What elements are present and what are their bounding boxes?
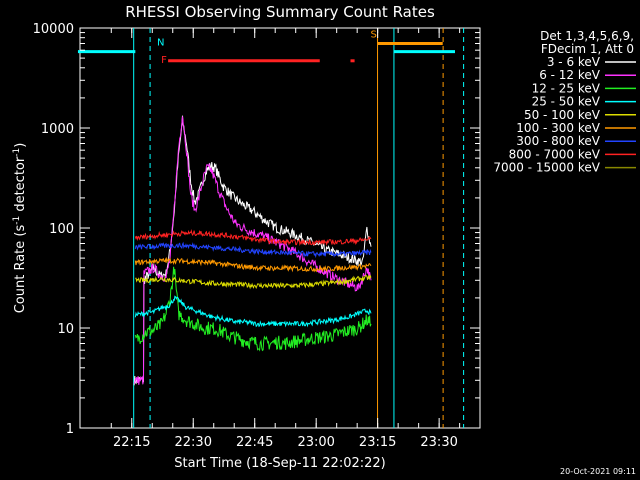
x-tick-label: 23:00 — [297, 435, 334, 450]
series-line-800-7000-kev — [134, 229, 372, 247]
y-tick-label: 100 — [49, 222, 74, 237]
x-tick-label: 22:30 — [175, 435, 212, 450]
flag-label-f: F — [161, 55, 167, 66]
x-tick-label: 23:15 — [359, 435, 396, 450]
series-line-300-800-kev — [134, 241, 372, 259]
legend-label: 100 - 300 keV — [516, 121, 600, 135]
flag-label-s: S — [371, 29, 377, 40]
legend-label: 25 - 50 keV — [532, 95, 601, 109]
series-line-50-100-kev — [135, 274, 372, 290]
legend-label: 7000 - 15000 keV — [493, 161, 600, 175]
flag-label-n: N — [157, 38, 164, 49]
legend-label: 3 - 6 keV — [547, 55, 601, 69]
footer-timestamp: 20-Oct-2021 09:11 — [560, 467, 636, 476]
legend: Det 1,3,4,5,6,9, FDecim 1, Att 0 3 - 6 k… — [493, 29, 636, 175]
x-axis-label: Start Time (18-Sep-11 22:02:22) — [174, 456, 385, 471]
y-axis-label-main: Count Rate (s — [13, 225, 28, 314]
series-line-12-25-kev — [134, 266, 372, 352]
series-line-6-12-kev — [133, 116, 372, 385]
y-axis-label-end: ) — [13, 143, 28, 148]
y-tick-label: 10 — [57, 322, 74, 337]
legend-label: 6 - 12 keV — [539, 68, 601, 82]
series-line-25-50-kev — [134, 295, 372, 328]
y-tick-label: 10000 — [33, 22, 74, 37]
x-tick-label: 23:30 — [420, 435, 457, 450]
legend-label: 12 - 25 keV — [532, 81, 601, 95]
series-line-100-300-kev — [134, 256, 372, 273]
legend-label: 300 - 800 keV — [516, 134, 600, 148]
y-axis-label-sup2: -1 — [12, 148, 22, 157]
y-tick-label: 1000 — [41, 122, 74, 137]
plot-area: NF S 22:15 22:30 22:45 23:00 23:15 23:30 1 10 10… — [33, 22, 481, 450]
y-tick-label: 1 — [66, 422, 74, 437]
legend-header-line-2: FDecim 1, Att 0 — [541, 42, 634, 56]
legend-label: 50 - 100 keV — [524, 108, 601, 122]
x-tick-label: 22:45 — [236, 435, 273, 450]
y-axis-label-sup1: -1 — [12, 216, 22, 225]
x-tick-label: 22:15 — [113, 435, 150, 450]
y-axis-label: Count Rate (s-1 detector-1) — [12, 143, 28, 314]
legend-label: 800 - 7000 keV — [509, 147, 601, 161]
y-axis-label-mid: detector — [13, 156, 28, 216]
legend-header-line-1: Det 1,3,4,5,6,9, — [540, 29, 634, 43]
chart-title: RHESSI Observing Summary Count Rates — [125, 3, 435, 21]
